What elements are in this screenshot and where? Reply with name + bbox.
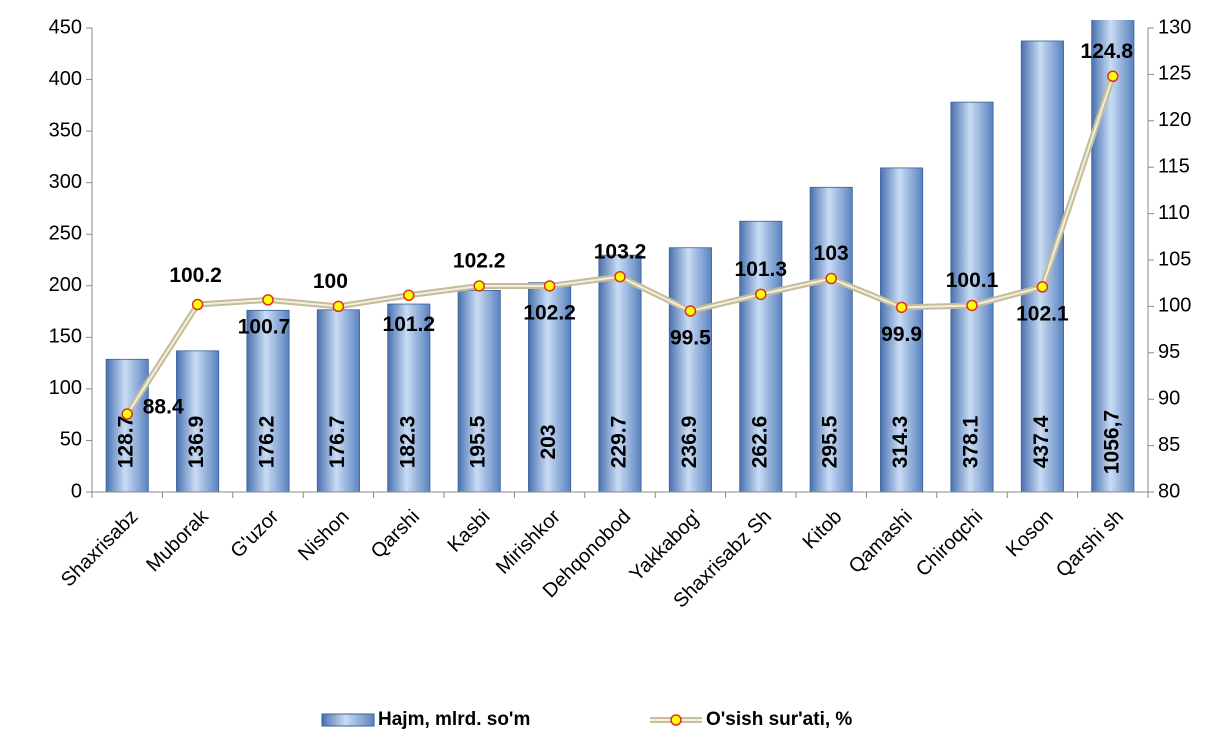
y2-tick-label: 110 (1158, 202, 1190, 224)
line-value-label: 101.2 (383, 313, 436, 336)
line-marker (121, 408, 133, 420)
line-marker (614, 270, 626, 283)
y-tick-label: 0 (71, 480, 82, 502)
y2-tick-label: 85 (1158, 434, 1180, 456)
y2-tick-label: 125 (1158, 63, 1191, 85)
line-value-label: 100 (313, 270, 348, 293)
y-tick-label: 250 (49, 223, 82, 245)
x-tick-label: Qamashi (845, 506, 917, 578)
x-tick-label: Qarshi sh (1052, 506, 1128, 582)
y2-tick-label: 105 (1158, 248, 1191, 270)
bar (457, 290, 501, 492)
line-value-label: 102.2 (453, 250, 506, 273)
line-marker (825, 272, 837, 285)
bar (1020, 40, 1064, 492)
bar-value-label: 314.3 (889, 416, 912, 469)
line-value-label: 102.1 (1016, 302, 1069, 325)
line-marker (684, 305, 697, 317)
line-marker (895, 301, 908, 314)
x-tick-label: Muborak (142, 505, 213, 576)
line-value-label: 100.2 (169, 264, 222, 287)
line-marker (191, 298, 204, 311)
legend-label: O'sish sur'ati, % (706, 709, 852, 730)
line-value-label: 103.2 (594, 240, 647, 263)
bar-value-label: 128.7 (115, 416, 138, 469)
line-value-label: 102.2 (523, 302, 576, 325)
bar (316, 309, 360, 492)
x-tick-label: Chiroqchi (912, 506, 987, 581)
y2-tick-label: 100 (1158, 295, 1191, 317)
legend-swatch (670, 714, 682, 726)
y-tick-label: 300 (49, 171, 82, 193)
bar-value-label: 378.1 (960, 415, 983, 468)
bar-value-label: 262.6 (748, 416, 771, 469)
bar (880, 167, 924, 492)
bar (387, 303, 431, 492)
bar-value-label: 236.9 (678, 416, 701, 469)
bar-value-label: 176.7 (326, 416, 349, 469)
bar (246, 309, 290, 492)
line-value-label: 100.7 (238, 315, 291, 338)
bar-value-label: 203 (537, 424, 560, 459)
bar (176, 350, 220, 492)
legend-label: Hajm, mlrd. so'm (378, 709, 530, 730)
bar (528, 282, 572, 492)
bar (668, 247, 712, 492)
y-tick-label: 200 (49, 274, 82, 296)
line-value-label: 101.3 (735, 258, 788, 281)
line-value-label: 99.9 (881, 323, 922, 346)
bar-value-label: 182.3 (396, 416, 419, 469)
y-tick-label: 100 (49, 377, 82, 399)
x-tick-label: Kasbi (444, 506, 495, 557)
line-value-label: 124.8 (1081, 40, 1134, 63)
x-tick-label: Mirishkor (492, 505, 565, 578)
line-value-label: 100.1 (946, 269, 999, 292)
line-marker (1107, 70, 1119, 83)
y-tick-label: 50 (60, 429, 82, 451)
bar-value-label: 229.7 (608, 416, 631, 469)
y2-tick-label: 130 (1158, 16, 1191, 38)
y-tick-label: 450 (49, 16, 82, 38)
line-marker (755, 288, 767, 301)
bar-value-label: 136.9 (185, 416, 208, 469)
bar (739, 220, 783, 492)
bar-value-label: 195.5 (467, 415, 490, 468)
line-marker (1036, 281, 1049, 293)
line-marker (473, 280, 485, 292)
y2-tick-label: 95 (1158, 341, 1180, 363)
y2-tick-label: 90 (1158, 387, 1180, 409)
line-value-label: 88.4 (143, 396, 184, 419)
legend-swatch (321, 713, 375, 727)
y2-tick-label: 115 (1158, 155, 1190, 177)
y-tick-label: 350 (49, 119, 82, 141)
y2-tick-label: 80 (1158, 480, 1180, 502)
x-tick-label: Qarshi (367, 506, 424, 563)
line-value-label: 99.5 (670, 327, 711, 350)
line-marker (403, 289, 415, 302)
y-tick-label: 150 (49, 326, 82, 348)
bar (105, 358, 149, 492)
line-marker (332, 300, 345, 313)
bar-value-label: 1056,7 (1100, 410, 1123, 474)
line-value-label: 103 (814, 242, 849, 265)
bar (598, 254, 642, 492)
line-marker (966, 299, 978, 312)
y2-tick-label: 120 (1158, 109, 1191, 131)
y-tick-label: 400 (49, 68, 82, 90)
bar (950, 101, 994, 492)
x-tick-label: G'uzor (227, 505, 284, 562)
bar (809, 186, 853, 492)
x-tick-label: Shaxrisabz (57, 506, 143, 592)
line-marker (543, 280, 556, 292)
bars (105, 20, 1135, 492)
x-tick-label: Koson (1002, 506, 1058, 562)
line-marker (262, 294, 274, 306)
x-tick-label: Nishon (294, 506, 354, 566)
bar-value-label: 437.4 (1030, 415, 1053, 468)
x-tick-label: Kitob (799, 506, 847, 554)
bar-value-label: 176.2 (256, 416, 279, 469)
bar-value-label: 295.5 (819, 415, 842, 468)
